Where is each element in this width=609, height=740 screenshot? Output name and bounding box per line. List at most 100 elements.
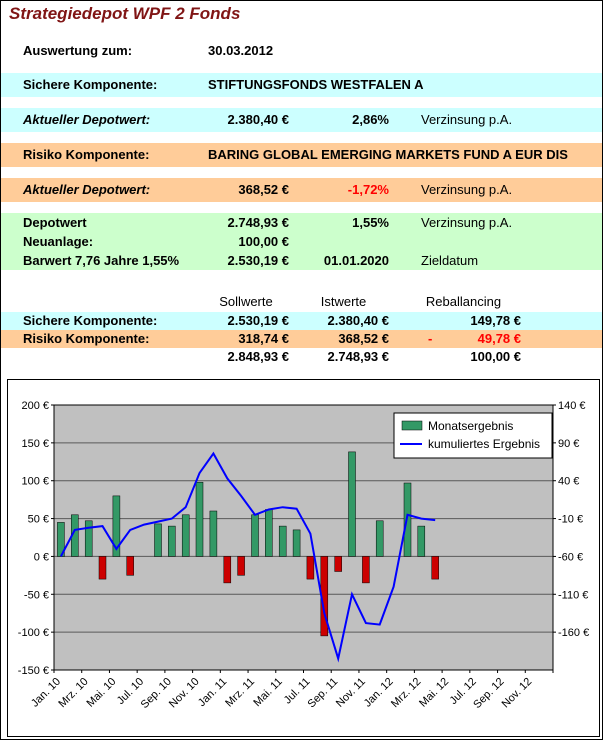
left-axis-label: 150 € (21, 438, 49, 450)
portfolio-value: 2.748,93 € (227, 215, 289, 230)
month-result-bar (223, 556, 232, 584)
safe-depot-note: Verzinsung p.A. (421, 112, 513, 127)
risk-rebalancing-amount: 49,78 € (477, 331, 521, 346)
x-axis-label: Mrz. 12 (389, 676, 423, 710)
month-result-bar (84, 520, 93, 557)
safe-component-label: Sichere Komponente: (23, 77, 158, 92)
risk-rebalancing-value: - 49,78 € (428, 330, 521, 348)
safe-rebalancing-value: 149,78 € (428, 312, 521, 330)
x-axis-label: Sep. 10 (139, 676, 174, 711)
present-value-label: Barwert 7,76 Jahre 1,55% (23, 253, 180, 268)
allocation-row-totals: 2.848,93 € 2.748,93 € 100,00 € (1, 348, 602, 366)
month-result-bar (209, 510, 218, 557)
legend-label-kumuliertes-ergebnis: kumuliertes Ergebnis (428, 437, 540, 451)
risk-depot-note: Verzinsung p.A. (421, 182, 513, 197)
new-investment-value: 100,00 € (238, 234, 289, 249)
x-axis-label: Nov. 10 (167, 676, 202, 711)
valuation-date-value: 30.03.2012 (208, 43, 274, 58)
present-value-row: Barwert 7,76 Jahre 1,55% 2.530,19 € 01.0… (1, 251, 602, 270)
total-rebalancing-value: 100,00 € (428, 348, 521, 366)
allocation-row-safe: Sichere Komponente: 2.530,19 € 2.380,40 … (1, 312, 602, 330)
risk-depot-label: Aktueller Depotwert: (23, 182, 151, 197)
left-axis-label: 200 € (21, 400, 49, 412)
chart-canvas: 200 € 140 € 150 € 90 € 100 € 40 € 50 € -10 € 0 €… (18, 400, 589, 711)
valuation-date-label: Auswertung zum: (23, 43, 133, 58)
risk-rebalancing-sign: - (428, 331, 433, 346)
allocation-row-risk: Risiko Komponente: 318,74 € 368,52 € - 49… (1, 330, 602, 348)
x-axis-label: Sep. 12 (471, 676, 506, 711)
legend-label-monatsergebnis: Monatsergebnis (428, 419, 513, 433)
left-axis-label: 0 € (34, 551, 49, 563)
cumulative-result-line (60, 451, 436, 663)
x-axis-label: Nov. 11 (334, 676, 368, 710)
risk-component-label: Risiko Komponente: (23, 147, 150, 162)
month-result-bar (306, 556, 315, 580)
risk-depot-return: -1,72% (347, 182, 389, 197)
month-result-bar (417, 525, 426, 557)
x-axis-label: Mai. 12 (417, 676, 451, 710)
month-result-bar (375, 520, 384, 557)
x-axis-label: Mrz. 10 (56, 676, 90, 710)
results-chart: 200 € 140 € 150 € 90 € 100 € 40 € 50 € -10 € 0 €… (7, 379, 600, 737)
x-axis-label: Mrz. 11 (223, 676, 257, 710)
month-result-bar (251, 514, 259, 557)
left-axis-label: -100 € (18, 627, 49, 639)
portfolio-summary-block: Depotwert 2.748,93 € 1,55% Verzinsung p.… (1, 213, 602, 270)
right-axis-label: 140 € (558, 400, 586, 412)
allocation-risk-label: Risiko Komponente: (23, 331, 150, 346)
total-rebalancing-amount: 100,00 € (470, 349, 521, 364)
month-result-bar (431, 556, 439, 580)
month-result-bar (181, 514, 190, 557)
target-date: 01.01.2020 (323, 253, 389, 268)
risk-soll-value: 318,74 € (238, 331, 289, 346)
month-result-bar (278, 525, 287, 557)
month-result-bar (265, 509, 273, 557)
safe-rebalancing-amount: 149,78 € (470, 313, 521, 328)
present-value: 2.530,19 € (227, 253, 289, 268)
new-investment-label: Neuanlage: (23, 234, 94, 249)
page-title: Strategiedepot WPF 2 Fonds (9, 4, 241, 23)
right-axis-label: 40 € (558, 476, 579, 488)
header-istwerte: Istwerte (320, 294, 367, 309)
safe-soll-value: 2.530,19 € (227, 313, 289, 328)
allocation-safe-label: Sichere Komponente: (23, 313, 158, 328)
risk-depot-row: Aktueller Depotwert: 368,52 € -1,72% Ver… (1, 178, 602, 202)
left-axis-label: 50 € (28, 514, 49, 526)
legend-bar-swatch (401, 420, 423, 431)
portfolio-return-note: Verzinsung p.A. (421, 215, 513, 230)
x-axis-label: Sep. 11 (306, 676, 341, 711)
month-result-bar (195, 481, 204, 557)
month-result-bar (334, 556, 342, 572)
month-result-bar (168, 525, 176, 557)
portfolio-value-row: Depotwert 2.748,93 € 1,55% Verzinsung p.… (1, 213, 602, 232)
safe-depot-return: 2,86% (352, 112, 389, 127)
left-axis-label: 100 € (21, 476, 49, 488)
valuation-date-row: Auswertung zum: 30.03.2012 (1, 41, 602, 61)
portfolio-value-label: Depotwert (23, 215, 87, 230)
right-axis-label: -110 € (558, 589, 588, 601)
allocation-header-row: Sollwerte Istwerte Reballancing (1, 293, 602, 310)
safe-depot-row: Aktueller Depotwert: 2.380,40 € 2,86% Ve… (1, 108, 602, 132)
header-reballancing: Reballancing (425, 294, 502, 309)
safe-depot-label: Aktueller Depotwert: (23, 112, 151, 127)
risk-component-header-row: Risiko Komponente: BARING GLOBAL EMERGIN… (1, 143, 602, 167)
risk-depot-value: 368,52 € (238, 182, 289, 197)
month-result-bar (292, 529, 301, 557)
risk-ist-value: 368,52 € (338, 331, 389, 346)
right-axis-label: -10 € (558, 514, 583, 526)
safe-depot-value: 2.380,40 € (227, 112, 289, 127)
left-axis-label: -50 € (24, 589, 49, 601)
right-axis-label: 90 € (558, 438, 579, 450)
x-axis-label: Mai. 10 (84, 676, 118, 710)
safe-component-header-row: Sichere Komponente: STIFTUNGSFONDS WESTF… (1, 73, 602, 97)
month-result-bar (362, 556, 370, 584)
month-result-bar (348, 451, 356, 557)
x-axis-label: Nov. 12 (500, 676, 535, 711)
right-axis-label: -160 € (558, 627, 589, 639)
month-result-bar (126, 556, 134, 576)
total-ist-value: 2.748,93 € (327, 349, 389, 364)
x-axis-label: Jan. 11 (196, 676, 229, 709)
month-result-bar (57, 522, 65, 557)
header-sollwerte: Sollwerte (219, 294, 273, 309)
